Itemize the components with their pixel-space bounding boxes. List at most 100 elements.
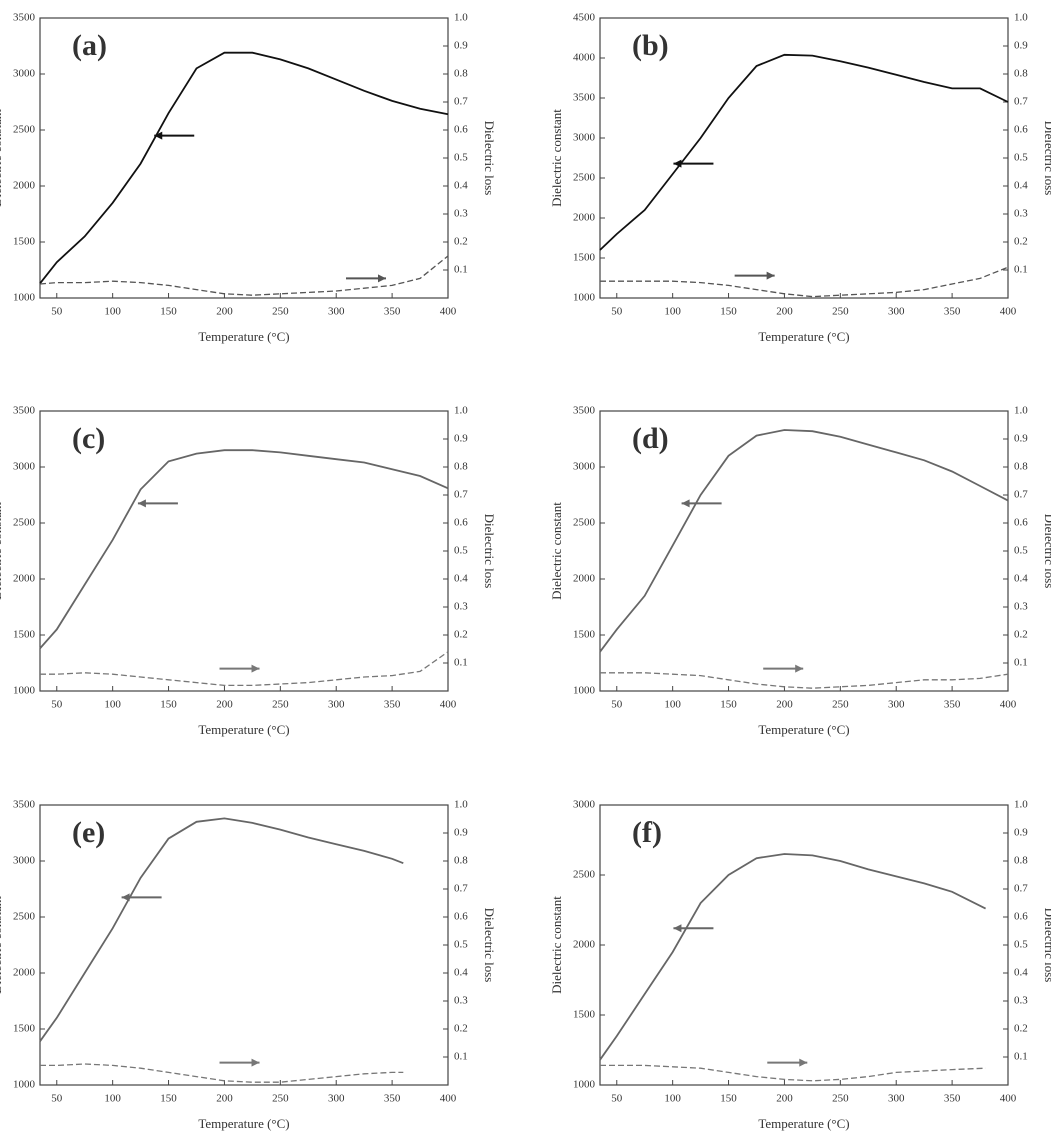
y-tick-label: 2500 xyxy=(573,517,596,529)
arrow-head xyxy=(795,665,803,673)
panel-title: (e) xyxy=(72,816,105,849)
y2-tick-label: 0.5 xyxy=(454,545,468,557)
y2-tick-label: 0.3 xyxy=(454,208,468,220)
x-tick-label: 350 xyxy=(384,699,401,711)
y2-tick-label: 0.1 xyxy=(454,1051,468,1063)
x-axis-label: Temperature (°C) xyxy=(198,1116,289,1131)
series-line xyxy=(40,1064,403,1082)
x-tick-label: 400 xyxy=(440,306,457,318)
y2-tick-label: 0.5 xyxy=(454,152,468,164)
y-tick-label: 2000 xyxy=(573,212,596,224)
x-tick-label: 400 xyxy=(440,699,457,711)
y-tick-label: 2500 xyxy=(13,124,36,136)
y2-tick-label: 1.0 xyxy=(454,799,468,811)
series-line xyxy=(600,267,1008,296)
series-line xyxy=(40,53,448,284)
y2-axis-label: Dielectric loss xyxy=(482,908,497,983)
x-tick-label: 100 xyxy=(104,306,121,318)
y2-tick-label: 0.8 xyxy=(1014,461,1028,473)
x-tick-label: 200 xyxy=(776,699,793,711)
series-line xyxy=(600,1065,986,1080)
x-tick-label: 200 xyxy=(216,699,233,711)
y2-tick-label: 0.3 xyxy=(1014,995,1028,1007)
y-tick-label: 3500 xyxy=(573,92,596,104)
series-line xyxy=(40,256,448,295)
y2-tick-label: 0.6 xyxy=(1014,124,1028,136)
y2-tick-label: 0.7 xyxy=(454,489,468,501)
arrow-head xyxy=(378,274,386,282)
y2-tick-label: 0.9 xyxy=(1014,40,1028,52)
x-tick-label: 400 xyxy=(1000,1093,1017,1105)
y2-tick-label: 0.7 xyxy=(1014,489,1028,501)
x-tick-label: 100 xyxy=(664,1093,681,1105)
panel-title: (f) xyxy=(632,816,662,849)
panel-title: (c) xyxy=(72,422,105,455)
y2-tick-label: 0.2 xyxy=(454,236,468,248)
y2-tick-label: 0.8 xyxy=(454,461,468,473)
y-tick-label: 1500 xyxy=(573,252,596,264)
x-tick-label: 50 xyxy=(51,699,63,711)
y-tick-label: 2000 xyxy=(573,573,596,585)
x-tick-label: 400 xyxy=(1000,306,1017,318)
arrow-head xyxy=(252,1059,260,1067)
y2-tick-label: 0.1 xyxy=(1014,264,1028,276)
y2-tick-label: 0.1 xyxy=(454,657,468,669)
y2-tick-label: 1.0 xyxy=(454,12,468,24)
y-axis-label: Dielectric constant xyxy=(0,502,4,600)
y-tick-label: 3500 xyxy=(13,405,36,417)
y-tick-label: 2500 xyxy=(573,172,596,184)
y2-tick-label: 0.5 xyxy=(1014,545,1028,557)
arrow-head xyxy=(767,272,775,280)
x-tick-label: 200 xyxy=(776,306,793,318)
panel-title: (b) xyxy=(632,29,669,62)
x-tick-label: 150 xyxy=(720,1093,737,1105)
y2-tick-label: 0.1 xyxy=(1014,1051,1028,1063)
y2-tick-label: 0.9 xyxy=(1014,827,1028,839)
y-tick-label: 3000 xyxy=(13,68,36,80)
y-tick-label: 3500 xyxy=(13,12,36,24)
x-tick-label: 200 xyxy=(216,1093,233,1105)
x-tick-label: 300 xyxy=(328,1093,345,1105)
y-axis-label: Dielectric constant xyxy=(0,109,4,207)
arrow-head xyxy=(682,499,690,507)
y2-axis-label: Dielectric loss xyxy=(1042,121,1051,196)
y2-axis-label: Dielectric loss xyxy=(1042,514,1051,589)
y-tick-label: 3000 xyxy=(573,132,596,144)
x-tick-label: 300 xyxy=(888,699,905,711)
x-tick-label: 300 xyxy=(888,1093,905,1105)
y2-tick-label: 0.5 xyxy=(454,939,468,951)
y2-tick-label: 0.6 xyxy=(454,911,468,923)
y-tick-label: 3000 xyxy=(13,461,36,473)
x-tick-label: 400 xyxy=(440,1093,457,1105)
arrow-head xyxy=(122,893,130,901)
panel-title: (d) xyxy=(632,422,669,455)
y2-tick-label: 0.4 xyxy=(1014,573,1028,585)
y2-tick-label: 1.0 xyxy=(1014,799,1028,811)
y-tick-label: 3000 xyxy=(573,461,596,473)
y-tick-label: 3000 xyxy=(13,855,36,867)
y2-tick-label: 0.5 xyxy=(1014,152,1028,164)
panel-title: (a) xyxy=(72,29,107,62)
series-line xyxy=(40,450,448,648)
y-tick-label: 2000 xyxy=(13,967,36,979)
x-tick-label: 350 xyxy=(944,306,961,318)
arrow-head xyxy=(799,1059,807,1067)
x-tick-label: 250 xyxy=(832,1093,849,1105)
y-tick-label: 1500 xyxy=(13,1023,36,1035)
x-tick-label: 250 xyxy=(272,1093,289,1105)
y-tick-label: 2500 xyxy=(573,869,596,881)
x-tick-label: 200 xyxy=(776,1093,793,1105)
x-tick-label: 250 xyxy=(832,306,849,318)
y2-tick-label: 0.4 xyxy=(454,573,468,585)
series-line xyxy=(600,430,1008,652)
y-tick-label: 3000 xyxy=(573,799,596,811)
y2-tick-label: 0.8 xyxy=(1014,68,1028,80)
x-tick-label: 350 xyxy=(944,1093,961,1105)
y-tick-label: 2500 xyxy=(13,517,36,529)
y2-tick-label: 0.7 xyxy=(1014,883,1028,895)
y2-tick-label: 0.3 xyxy=(454,995,468,1007)
y2-tick-label: 0.1 xyxy=(454,264,468,276)
y2-tick-label: 0.2 xyxy=(1014,629,1028,641)
x-tick-label: 300 xyxy=(888,306,905,318)
y2-tick-label: 0.4 xyxy=(1014,967,1028,979)
